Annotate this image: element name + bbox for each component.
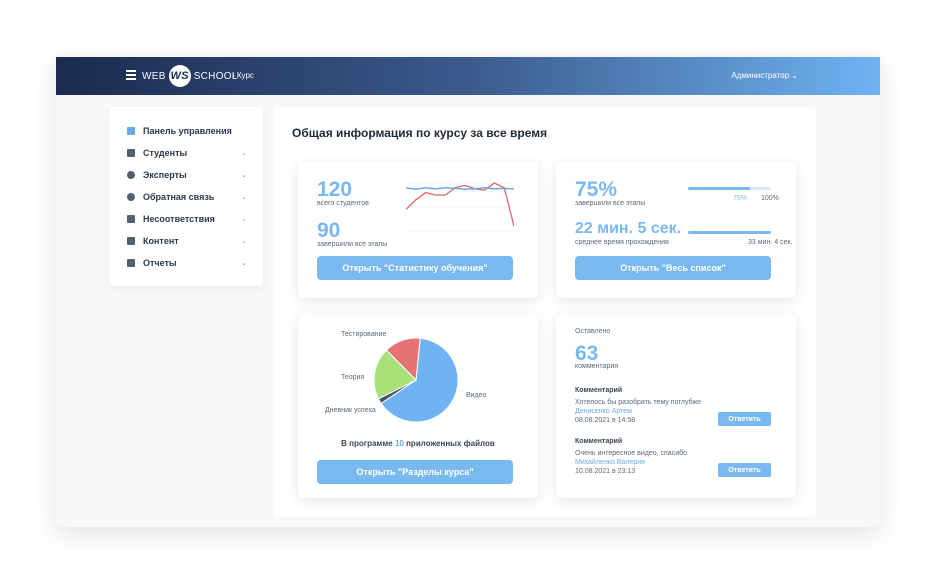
comments-count-label: комментария: [575, 363, 619, 370]
comment-heading: Комментарий: [575, 438, 623, 445]
students-label: всего студентов: [317, 200, 369, 207]
line-series-0: [406, 182, 514, 227]
breadcrumb[interactable]: › Курс: [232, 71, 254, 80]
pie-slice-3: [385, 337, 421, 382]
sidebar-item-experts[interactable]: Эксперты ⌄: [127, 168, 247, 182]
progress-card: 75% завершили все этапы 75% 100% 22 мин.…: [556, 162, 796, 298]
time-progress-fill: [688, 231, 771, 234]
pie-label-testing: Тестирование: [341, 331, 387, 338]
page-title: Общая информация по курсу за все время: [292, 126, 548, 140]
comment-text: Хотелось бы разобрать тему поглубже: [575, 399, 702, 406]
sidebar-item-label: Эксперты: [143, 170, 187, 180]
comment-date: 10.08.2021 в 23:13: [575, 468, 636, 475]
comments-count: 63: [575, 342, 599, 365]
chevron-down-icon: ⌄: [241, 216, 247, 223]
dashboard-icon: [127, 127, 135, 135]
comment-text: Очень интересное видео, спасибо: [575, 450, 688, 457]
sidebar-item-mismatches[interactable]: Несоответствия ⌄: [127, 212, 247, 226]
stats-card: 120 всего студентов 90 завершили все эта…: [298, 162, 538, 298]
sidebar-item-label: Студенты: [143, 148, 188, 158]
comments-left-label: Оставлено: [575, 328, 611, 335]
completed-count: 90: [317, 219, 341, 242]
pie-slice-2: [373, 349, 417, 400]
time-max: 33 мин. 4 сек.: [748, 239, 793, 246]
open-stats-button[interactable]: Открыть "Статистику обучения": [317, 256, 513, 280]
sidebar-item-feedback[interactable]: Обратная связь ⌄: [127, 190, 247, 204]
sidebar-item-dashboard[interactable]: Панель управления: [127, 124, 247, 138]
avg-time-label: среднее время прохождения: [575, 239, 669, 246]
files-suffix: приложенных файлов: [406, 439, 495, 448]
pie-slice-0: [380, 337, 459, 423]
chevron-down-icon: ⌄: [241, 238, 247, 245]
sidebar-item-label: Отчеты: [143, 258, 177, 268]
completion-progress-bar: [688, 187, 771, 190]
pie-label-video: Видео: [466, 392, 487, 399]
completion-progress-fill: [688, 187, 751, 190]
chevron-down-icon: ⌄: [241, 194, 247, 201]
hamburger-menu-icon[interactable]: [126, 70, 136, 80]
chevron-down-icon: ⌄: [241, 150, 247, 157]
users-icon: [127, 149, 135, 157]
award-icon: [127, 171, 135, 179]
sidebar-item-label: Панель управления: [143, 126, 232, 136]
completion-label: завершили все этапы: [575, 200, 646, 207]
sidebar-item-label: Контент: [143, 236, 179, 246]
reply-button[interactable]: Ответить: [718, 463, 771, 477]
comment-heading: Комментарий: [575, 387, 623, 394]
open-list-button[interactable]: Открыть "Весь список": [575, 256, 771, 280]
logo-left-text: WEB: [142, 70, 166, 82]
app-window: WEB WS SCHOOL › Курс Администратор ⌄ Пан…: [56, 57, 880, 527]
logo-mark: WS: [168, 65, 191, 87]
cross-box-icon: [127, 215, 135, 223]
comment-date: 08.08.2021 в 14:58: [575, 417, 636, 424]
sidebar-item-reports[interactable]: Отчеты ⌄: [127, 256, 247, 270]
files-summary: В программе 10 приложенных файлов: [298, 439, 538, 448]
pie-label-theory: Теория: [341, 374, 365, 381]
content-icon: [127, 237, 135, 245]
time-progress-bar: [688, 231, 771, 234]
completion-bar-max: 100%: [761, 195, 779, 202]
line-chart: [406, 182, 514, 232]
comment-author[interactable]: Денисенко Артем: [575, 408, 632, 415]
files-count: 10: [394, 439, 404, 448]
chevron-down-icon: ⌄: [241, 260, 247, 267]
bar-chart-icon: [127, 259, 135, 267]
main-panel: Общая информация по курсу за все время 1…: [273, 107, 816, 517]
completion-percent: 75%: [575, 178, 618, 201]
reply-button[interactable]: Ответить: [718, 412, 771, 426]
chevron-down-icon: ⌄: [241, 172, 247, 179]
completed-label: завершили все этапы: [317, 241, 388, 248]
sidebar-item-content[interactable]: Контент ⌄: [127, 234, 247, 248]
user-menu[interactable]: Администратор ⌄: [731, 71, 798, 80]
logo[interactable]: WEB WS SCHOOL: [142, 65, 238, 87]
sidebar-item-students[interactable]: Студенты ⌄: [127, 146, 247, 160]
sidebar-item-label: Несоответствия: [143, 214, 215, 224]
sidebar: Панель управления Студенты ⌄ Эксперты ⌄ …: [109, 107, 263, 286]
files-card: Тестирование Теория Дневник успеха Видео…: [298, 315, 538, 498]
feedback-icon: [127, 193, 135, 201]
top-navbar: WEB WS SCHOOL › Курс Администратор ⌄: [56, 57, 880, 95]
pie-label-diary: Дневник успеха: [325, 407, 376, 414]
students-count: 120: [317, 178, 353, 201]
completion-bar-value: 75%: [733, 195, 748, 202]
open-sections-button[interactable]: Открыть "Разделы курса": [317, 460, 513, 484]
logo-right-text: SCHOOL: [193, 70, 238, 82]
comments-card: Оставлено 63 комментария Комментарий Хот…: [556, 315, 796, 498]
pie-chart: [373, 337, 459, 423]
avg-time-value: 22 мин. 5 сек.: [575, 220, 682, 237]
line-series-1: [406, 187, 514, 190]
sidebar-item-label: Обратная связь: [143, 192, 215, 202]
comment-author[interactable]: Михайленко Валерия: [575, 459, 645, 466]
files-prefix: В программе: [341, 439, 393, 448]
